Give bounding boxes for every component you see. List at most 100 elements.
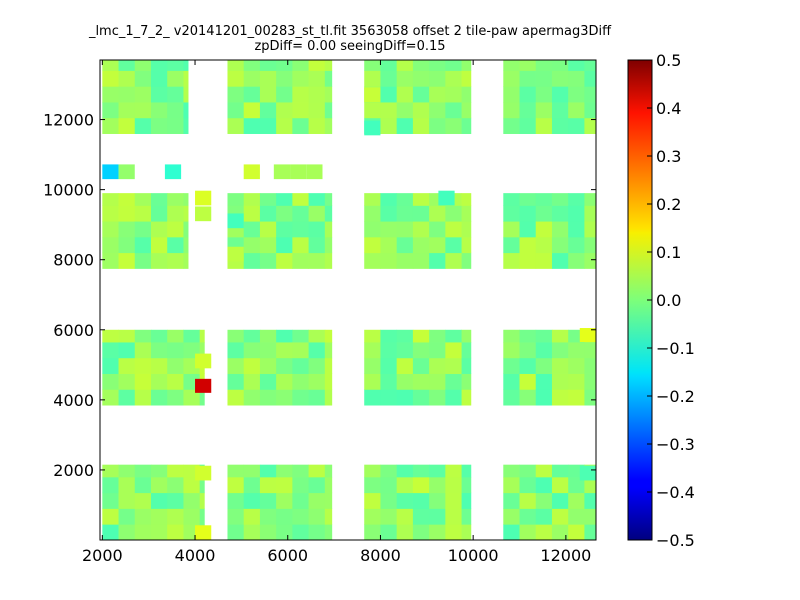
heatmap-cell: [118, 373, 136, 390]
heatmap-cell: [308, 524, 326, 540]
y-tick-label: 6000: [53, 321, 94, 340]
heatmap-cell: [396, 342, 414, 359]
heatmap-cell: [118, 102, 136, 119]
colorbar-tick-label: 0.5: [656, 51, 681, 70]
x-tick: 2000: [82, 60, 123, 565]
heatmap-cell: [551, 252, 569, 269]
heatmap-cell: [227, 193, 245, 206]
heatmap-cell: [167, 205, 184, 222]
heatmap-cell: [364, 357, 381, 374]
heatmap-cell: [364, 236, 381, 254]
heatmap-cell: [461, 236, 472, 254]
heatmap-cell: [167, 389, 184, 406]
heatmap-cell: [584, 524, 596, 540]
heatmap-cell: [243, 492, 261, 509]
heatmap-cell: [503, 205, 520, 222]
heatmap-cell: [150, 476, 168, 494]
heatmap-cell: [380, 70, 398, 87]
heatmap-cell: [568, 117, 585, 134]
heatmap-cell: [364, 120, 381, 136]
x-axis: 2000 4000 6000 8000 10000 12000: [82, 60, 591, 565]
heatmap-cell: [429, 492, 446, 509]
heatmap-cell: [243, 70, 261, 87]
heatmap-cell: [150, 221, 168, 238]
heatmap-cell: [167, 508, 184, 525]
heatmap-cell: [445, 70, 462, 87]
heatmap-cell: [243, 60, 261, 71]
heatmap-cell: [150, 492, 168, 509]
heatmap-cell: [584, 70, 596, 87]
heatmap-cell: [364, 205, 381, 222]
heatmap-cell: [503, 252, 520, 269]
heatmap-cell: [276, 252, 293, 269]
heatmap-cell: [199, 329, 205, 343]
heatmap-cell: [503, 389, 520, 406]
heatmap-cell: [412, 70, 430, 87]
heatmap-cell: [551, 102, 569, 119]
heatmap-cell: [380, 389, 398, 406]
heatmap-cell: [503, 492, 520, 509]
heatmap-cell: [429, 221, 446, 238]
heatmap-cell: [227, 373, 245, 390]
colorbar-tick-label: −0.1: [656, 339, 695, 358]
heatmap-cell: [568, 492, 585, 509]
heatmap-cell: [519, 329, 537, 343]
heatmap-cell: [276, 70, 293, 87]
heatmap-cell: [380, 102, 398, 119]
heatmap-cell: [199, 342, 205, 359]
heatmap-cell: [292, 357, 309, 374]
heatmap-cell: [461, 357, 472, 374]
heatmap-cell: [292, 252, 309, 269]
x-tick: 10000: [448, 60, 499, 565]
y-tick: 6000: [53, 321, 596, 340]
heatmap-cell: [195, 378, 212, 393]
colorbar-tick-label: 0.4: [656, 99, 681, 118]
heatmap-cell: [102, 70, 119, 87]
heatmap-cell: [535, 205, 553, 222]
heatmap-cell: [276, 236, 293, 254]
heatmap-cell: [134, 60, 152, 71]
heatmap-cell: [396, 236, 414, 254]
heatmap-cell: [102, 524, 119, 540]
heatmap-cell: [118, 492, 136, 509]
heatmap-cell: [461, 508, 472, 525]
heatmap-cell: [429, 342, 446, 359]
heatmap-cell: [292, 102, 309, 119]
heatmap-cell: [584, 193, 596, 206]
heatmap-cell: [227, 342, 245, 359]
heatmap-cell: [503, 524, 520, 540]
heatmap-cell: [276, 476, 293, 494]
heatmap-cell: [519, 357, 537, 374]
heatmap-cell: [243, 342, 261, 359]
heatmap-cell: [438, 190, 455, 206]
heatmap-cell: [364, 508, 381, 525]
heatmap-cell: [150, 357, 168, 374]
heatmap-cell: [102, 236, 119, 254]
heatmap-cell: [118, 70, 136, 87]
heatmap-cell: [380, 236, 398, 254]
colorbar-tick-label: 0.1: [656, 243, 681, 262]
heatmap-cell: [503, 193, 520, 206]
heatmap-cell: [584, 102, 596, 119]
heatmap-cell: [568, 373, 585, 390]
heatmap-cell: [134, 86, 152, 103]
heatmap-cell: [118, 357, 136, 374]
heatmap-cell: [259, 357, 277, 374]
heatmap-cell: [364, 476, 381, 494]
heatmap-cell: [445, 117, 462, 134]
y-tick: 12000: [43, 111, 596, 130]
heatmap-cell: [445, 86, 462, 103]
heatmap-cell: [118, 508, 136, 525]
heatmap-cell: [292, 221, 309, 238]
heatmap-cell: [568, 86, 585, 103]
heatmap-cell: [164, 164, 182, 180]
heatmap-cell: [150, 524, 168, 540]
heatmap-cell: [412, 464, 430, 478]
heatmap-cell: [535, 524, 553, 540]
colorbar-tick: 0.0: [647, 291, 681, 310]
heatmap-cell: [568, 102, 585, 119]
heatmap-cell: [292, 464, 309, 478]
colorbar-tick-label: −0.3: [656, 435, 695, 454]
heatmap-cell: [364, 464, 381, 478]
heatmap-cell: [461, 86, 472, 103]
